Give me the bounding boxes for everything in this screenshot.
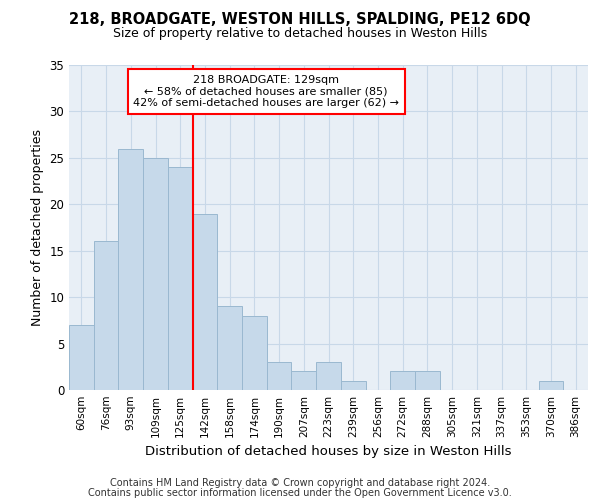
Bar (242, 316, 267, 390)
Y-axis label: Number of detached properties: Number of detached properties (31, 129, 44, 326)
X-axis label: Distribution of detached houses by size in Weston Hills: Distribution of detached houses by size … (145, 446, 512, 458)
Bar (539, 380, 563, 390)
Text: Contains HM Land Registry data © Crown copyright and database right 2024.: Contains HM Land Registry data © Crown c… (110, 478, 490, 488)
Bar (217, 306, 242, 390)
Bar (168, 167, 193, 390)
Bar (267, 362, 292, 390)
Text: 218, BROADGATE, WESTON HILLS, SPALDING, PE12 6DQ: 218, BROADGATE, WESTON HILLS, SPALDING, … (69, 12, 531, 28)
Bar (341, 380, 365, 390)
Text: Contains public sector information licensed under the Open Government Licence v3: Contains public sector information licen… (88, 488, 512, 498)
Bar (143, 158, 168, 390)
Bar (193, 214, 217, 390)
Bar (316, 362, 341, 390)
Text: Size of property relative to detached houses in Weston Hills: Size of property relative to detached ho… (113, 28, 487, 40)
Bar (292, 372, 316, 390)
Bar (390, 372, 415, 390)
Bar (94, 242, 118, 390)
Bar (69, 325, 94, 390)
Text: 218 BROADGATE: 129sqm
← 58% of detached houses are smaller (85)
42% of semi-deta: 218 BROADGATE: 129sqm ← 58% of detached … (133, 74, 399, 108)
Bar (118, 148, 143, 390)
Bar (415, 372, 440, 390)
